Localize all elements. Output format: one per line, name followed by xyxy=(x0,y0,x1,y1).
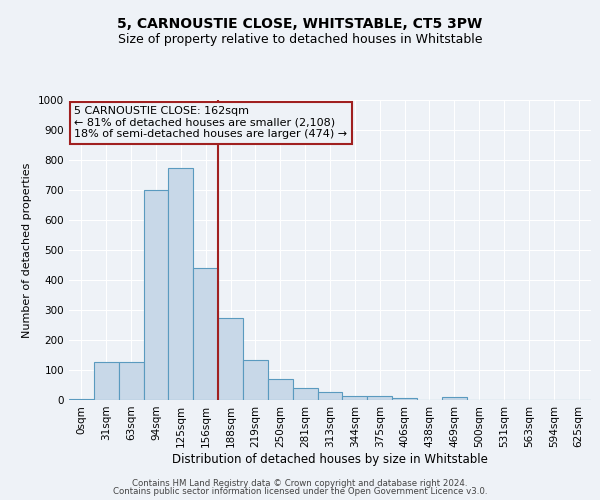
Text: Size of property relative to detached houses in Whitstable: Size of property relative to detached ho… xyxy=(118,32,482,46)
Text: 5 CARNOUSTIE CLOSE: 162sqm
← 81% of detached houses are smaller (2,108)
18% of s: 5 CARNOUSTIE CLOSE: 162sqm ← 81% of deta… xyxy=(74,106,347,139)
Text: Contains HM Land Registry data © Crown copyright and database right 2024.: Contains HM Land Registry data © Crown c… xyxy=(132,478,468,488)
Bar xyxy=(169,168,193,400)
Bar xyxy=(119,362,143,400)
Bar xyxy=(94,362,119,400)
Bar xyxy=(367,396,392,400)
Bar xyxy=(268,379,293,400)
Bar xyxy=(193,268,218,400)
Bar xyxy=(243,360,268,400)
Text: Contains public sector information licensed under the Open Government Licence v3: Contains public sector information licen… xyxy=(113,487,487,496)
Bar xyxy=(317,392,343,400)
Bar xyxy=(218,318,243,400)
Bar xyxy=(442,397,467,400)
Bar xyxy=(293,388,317,400)
Text: 5, CARNOUSTIE CLOSE, WHITSTABLE, CT5 3PW: 5, CARNOUSTIE CLOSE, WHITSTABLE, CT5 3PW xyxy=(118,18,482,32)
Bar xyxy=(343,396,367,400)
Bar xyxy=(143,190,169,400)
Bar xyxy=(69,398,94,400)
X-axis label: Distribution of detached houses by size in Whitstable: Distribution of detached houses by size … xyxy=(172,452,488,466)
Y-axis label: Number of detached properties: Number of detached properties xyxy=(22,162,32,338)
Bar xyxy=(392,398,417,400)
